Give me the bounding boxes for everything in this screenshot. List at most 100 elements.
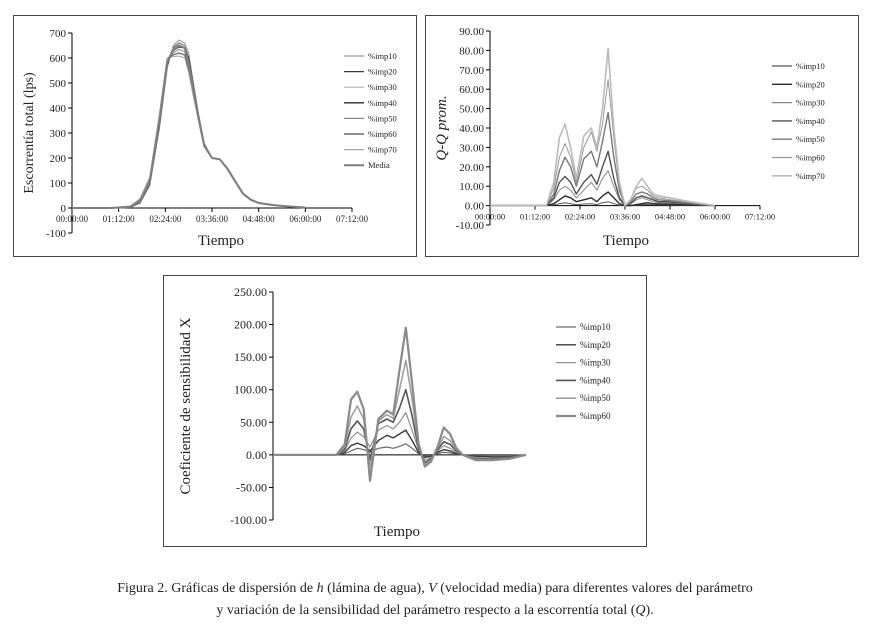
y-tick-label: -100.00: [230, 513, 267, 527]
y-tick-label: 90.00: [459, 26, 484, 38]
y-tick-label: 150.00: [234, 350, 267, 364]
caption-line2-text: y variación de la sensibilidad del parám…: [216, 603, 636, 618]
series-line-Media: [72, 44, 306, 209]
caption-mid1: (lámina de agua),: [323, 581, 429, 596]
x-tick-label: 02:24:00: [565, 212, 595, 222]
caption-prefix: Figura 2. Gráficas de dispersión de: [117, 581, 317, 596]
chart-panel-sensibilidad: -100.00 -50.00 0.00 50.00 100.00 150.00 200.00…: [163, 275, 647, 547]
caption-line-1: Figura 2. Gráficas de dispersión de h (l…: [0, 578, 870, 600]
series-line-imp30: [273, 411, 527, 461]
y-tick-label: 30.00: [459, 142, 484, 154]
legend-label: %imp60: [580, 411, 611, 421]
legend-label: %imp50: [368, 113, 397, 123]
legend-label: %imp40: [368, 98, 397, 108]
y-tick-label: 50.00: [459, 104, 484, 116]
caption-h: h: [316, 581, 324, 596]
y-tick-label: 80.00: [459, 45, 484, 57]
legend-label: %imp60: [796, 153, 825, 163]
y-tick-label: 0.00: [465, 201, 485, 213]
series-line-imp40: [490, 150, 716, 207]
x-tick-label: 07:12:00: [336, 214, 369, 224]
legend-label: %imp20: [796, 79, 825, 89]
y-tick-label: 500: [50, 78, 67, 90]
x-tick-label: 01:12:00: [520, 212, 550, 222]
y-tick-label: 0: [61, 203, 67, 215]
legend-label: %imp50: [796, 134, 825, 144]
caption-mid2: (velocidad media) para diferentes valore…: [436, 581, 753, 596]
y-axis-title: Escorrentía total (lps): [22, 72, 37, 194]
chart-sensibilidad: -100.00 -50.00 0.00 50.00 100.00 150.00 200.00…: [178, 285, 611, 540]
caption-line-2: y variación de la sensibilidad del parám…: [0, 600, 870, 622]
y-tick-label: 0.00: [246, 448, 267, 462]
legend-label: %imp60: [368, 129, 397, 139]
y-tick-label: 600: [50, 53, 67, 65]
y-tick-label: 40.00: [459, 123, 484, 135]
x-tick-label: 06:00:00: [700, 212, 730, 222]
x-tick-label: 02:24:00: [149, 214, 182, 224]
figure-caption: Figura 2. Gráficas de dispersión de h (l…: [0, 578, 870, 622]
x-tick-label: 06:00:00: [289, 214, 322, 224]
y-tick-label: 250.00: [234, 285, 267, 299]
legend-label: %imp10: [580, 322, 611, 332]
y-tick-label: 70.00: [459, 65, 484, 77]
chart-panel-qq: -10.00 0.00 10.00 20.00 30.00 40.00 50.00 60.00…: [425, 15, 859, 257]
x-tick-label: 04:48:00: [655, 212, 685, 222]
y-tick-label: 10.00: [459, 181, 484, 193]
legend-label: %imp70: [796, 171, 825, 181]
chart-panel-escorrentia: -100 0 100 200 300 400 500 600 700 00:00:00 01:12:…: [13, 15, 417, 257]
x-tick-label: 01:12:00: [103, 214, 136, 224]
series-line-imp70: [490, 47, 716, 207]
y-tick-label: 100.00: [234, 383, 267, 397]
legend-label: %imp30: [368, 82, 397, 92]
x-axis-title: Tiempo: [198, 233, 244, 249]
x-tick-label: 00:00:00: [475, 212, 505, 222]
series-line-imp40: [273, 388, 527, 464]
legend-label: %imp50: [580, 393, 611, 403]
x-tick-label: 04:48:00: [243, 214, 276, 224]
y-tick-label: 700: [50, 28, 67, 40]
chart-escorrentia: -100 0 100 200 300 400 500 600 700 00:00:00 01:12:…: [22, 28, 397, 249]
series-line-imp30: [490, 170, 716, 207]
legend-label: %imp10: [796, 61, 825, 71]
x-tick-label: 03:36:00: [610, 212, 640, 222]
x-tick-label: 00:00:00: [56, 214, 89, 224]
y-tick-label: 300: [50, 128, 67, 140]
series-line-imp70: [72, 55, 306, 209]
series-line-imp60: [273, 326, 527, 482]
series-line-imp20: [273, 429, 527, 459]
chart-qq: -10.00 0.00 10.00 20.00 30.00 40.00 50.00 60.00…: [434, 26, 825, 249]
legend-label: %imp10: [368, 51, 397, 61]
legend-label: %imp40: [796, 116, 825, 126]
y-tick-label: 60.00: [459, 84, 484, 96]
y-tick-label: 200.00: [234, 318, 267, 332]
x-axis-title: Tiempo: [603, 233, 649, 249]
legend-label: %imp20: [580, 340, 611, 350]
y-tick-label: -10.00: [456, 220, 485, 232]
y-axis-title: Q-Q prom.: [434, 95, 450, 160]
legend-label: %imp70: [368, 145, 397, 155]
legend-label: %imp20: [368, 67, 397, 77]
legend-label: %imp30: [580, 358, 611, 368]
caption-q: Q: [635, 603, 646, 618]
series-line-imp10: [490, 201, 716, 207]
y-tick-label: 20.00: [459, 162, 484, 174]
legend-label: %imp40: [580, 375, 611, 385]
y-tick-label: -100: [46, 228, 67, 240]
x-axis-title: Tiempo: [374, 524, 420, 540]
y-axis-title: Coeficiente de sensibilidad X: [178, 317, 194, 494]
legend-label: Media: [368, 160, 390, 170]
x-tick-label: 03:36:00: [196, 214, 229, 224]
y-tick-label: 50.00: [240, 415, 267, 429]
x-tick-label: 07:12:00: [745, 212, 775, 222]
series-line-imp20: [490, 191, 716, 207]
legend-label: %imp30: [796, 98, 825, 108]
y-tick-label: -50.00: [236, 480, 267, 494]
series-line-imp60: [72, 52, 306, 209]
caption-suffix: ).: [645, 603, 654, 618]
y-tick-label: 200: [50, 153, 67, 165]
series-line-imp60: [490, 79, 716, 207]
y-tick-label: 400: [50, 103, 67, 115]
series-line-imp50: [490, 111, 716, 207]
caption-v: V: [428, 581, 437, 596]
y-tick-label: 100: [50, 178, 67, 190]
